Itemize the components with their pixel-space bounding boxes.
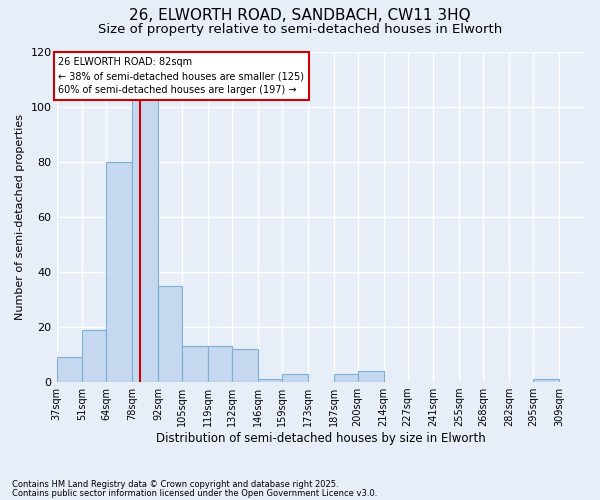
Bar: [533, 380, 559, 382]
Bar: [82, 330, 106, 382]
Bar: [334, 374, 358, 382]
Bar: [208, 346, 232, 382]
Bar: [232, 349, 258, 382]
Text: 26 ELWORTH ROAD: 82sqm
← 38% of semi-detached houses are smaller (125)
60% of se: 26 ELWORTH ROAD: 82sqm ← 38% of semi-det…: [58, 57, 304, 95]
Text: 26, ELWORTH ROAD, SANDBACH, CW11 3HQ: 26, ELWORTH ROAD, SANDBACH, CW11 3HQ: [129, 8, 471, 22]
Bar: [182, 346, 208, 382]
Bar: [282, 374, 308, 382]
Text: Contains HM Land Registry data © Crown copyright and database right 2025.: Contains HM Land Registry data © Crown c…: [12, 480, 338, 489]
Bar: [132, 88, 158, 382]
X-axis label: Distribution of semi-detached houses by size in Elworth: Distribution of semi-detached houses by …: [156, 432, 485, 445]
Bar: [358, 371, 383, 382]
Bar: [106, 162, 132, 382]
Bar: [258, 380, 282, 382]
Y-axis label: Number of semi-detached properties: Number of semi-detached properties: [15, 114, 25, 320]
Bar: [158, 286, 182, 382]
Text: Contains public sector information licensed under the Open Government Licence v3: Contains public sector information licen…: [12, 488, 377, 498]
Bar: [56, 358, 82, 382]
Text: Size of property relative to semi-detached houses in Elworth: Size of property relative to semi-detach…: [98, 22, 502, 36]
